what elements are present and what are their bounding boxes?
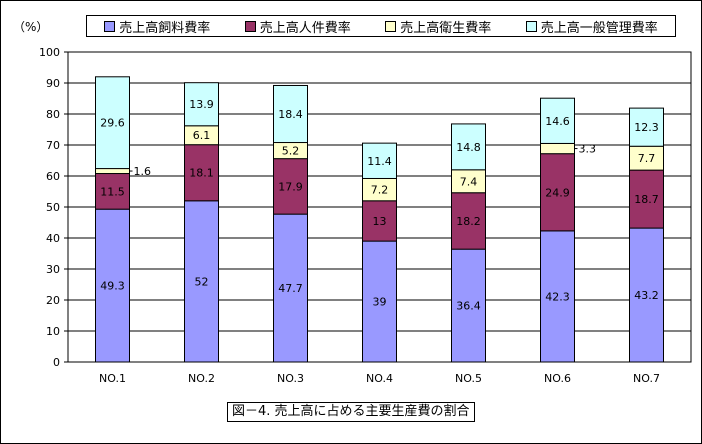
y-tick-label-2: 20 xyxy=(46,294,60,307)
data-label-NO.2-0: 52 xyxy=(195,275,209,288)
legend-swatch-feed xyxy=(104,20,116,32)
legend-item-admin: 売上高一般管理費率 xyxy=(525,17,658,36)
bar-NO.3-series-0 xyxy=(273,213,308,363)
legend-swatch-hygiene xyxy=(385,20,397,32)
y-tick-label-6: 60 xyxy=(46,170,60,183)
bar-NO.6-series-2 xyxy=(540,142,575,155)
legend-item-feed: 売上高飼料費率 xyxy=(104,17,210,36)
y-tick-label-5: 50 xyxy=(46,201,60,214)
data-label-NO.1-1: 11.5 xyxy=(100,185,125,198)
legend-swatch-labor xyxy=(244,20,256,32)
bar-NO.2-series-3 xyxy=(184,82,219,127)
data-label-NO.7-0: 43.2 xyxy=(634,289,659,302)
data-label-NO.1-2: 1.6 xyxy=(134,165,152,178)
bar-NO.7-series-3 xyxy=(629,107,664,147)
legend-label-admin: 売上高一般管理費率 xyxy=(540,20,658,36)
data-label-NO.4-0: 39 xyxy=(373,296,387,309)
data-label-NO.7-1: 18.7 xyxy=(634,193,659,206)
y-tick-label-3: 30 xyxy=(46,263,60,276)
data-label-NO.2-3: 13.9 xyxy=(189,98,214,111)
x-tick-label-0: NO.1 xyxy=(99,372,126,385)
bar-NO.1-series-2 xyxy=(95,168,130,175)
x-tick-label-4: NO.5 xyxy=(455,372,482,385)
figure-caption: 図－4. 売上高に占める主要生産費の割合 xyxy=(227,402,475,422)
bar-NO.6-series-3 xyxy=(540,97,575,144)
data-label-NO.6-2: 3.3 xyxy=(579,143,597,156)
data-label-NO.1-0: 49.3 xyxy=(100,280,125,293)
data-label-NO.6-0: 42.3 xyxy=(545,290,570,303)
bar-NO.4-series-0 xyxy=(362,240,397,363)
bar-NO.2-series-1 xyxy=(184,144,219,202)
legend-swatch-admin xyxy=(525,20,537,32)
y-tick-label-1: 10 xyxy=(46,325,60,338)
data-label-NO.2-1: 18.1 xyxy=(189,167,214,180)
data-label-NO.4-1: 13 xyxy=(373,215,387,228)
data-label-NO.6-3: 14.6 xyxy=(545,115,570,128)
y-tick-label-9: 90 xyxy=(46,77,60,90)
legend-item-labor: 売上高人件費率 xyxy=(244,17,351,36)
y-tick-label-4: 40 xyxy=(46,232,60,245)
x-tick-label-3: NO.4 xyxy=(366,372,393,385)
data-label-NO.2-2: 6.1 xyxy=(193,129,211,142)
data-label-NO.7-2: 7.7 xyxy=(638,152,656,165)
bar-NO.7-series-1 xyxy=(629,169,664,229)
data-label-NO.1-3: 29.6 xyxy=(100,117,125,130)
data-label-NO.5-0: 36.4 xyxy=(456,300,481,313)
data-label-NO.3-2: 5.2 xyxy=(282,145,300,158)
x-tick-label-1: NO.2 xyxy=(188,372,215,385)
x-tick-label-6: NO.7 xyxy=(633,372,660,385)
data-label-NO.3-3: 18.4 xyxy=(278,108,303,121)
y-tick-label-10: 100 xyxy=(39,46,60,59)
bar-NO.7-series-0 xyxy=(629,227,664,363)
data-label-NO.5-3: 14.8 xyxy=(456,141,481,154)
bar-NO.6-series-1 xyxy=(540,153,575,232)
data-label-NO.3-1: 17.9 xyxy=(278,180,303,193)
legend-item-hygiene: 売上高衛生費率 xyxy=(385,17,491,36)
data-label-NO.7-3: 12.3 xyxy=(634,121,659,134)
data-label-NO.5-1: 18.2 xyxy=(456,215,481,228)
bar-NO.3-series-1 xyxy=(273,158,308,215)
data-label-NO.4-2: 7.2 xyxy=(371,184,389,197)
legend-label-hygiene: 売上高衛生費率 xyxy=(400,20,492,36)
x-tick-label-5: NO.6 xyxy=(544,372,571,385)
bar-NO.1-series-3 xyxy=(95,76,130,170)
bar-NO.5-series-1 xyxy=(451,192,486,250)
y-unit-label: （%） xyxy=(13,20,49,34)
x-tick-label-2: NO.3 xyxy=(277,372,304,385)
bar-NO.5-series-0 xyxy=(451,248,486,363)
y-tick-label-8: 80 xyxy=(46,108,60,121)
bar-NO.3-series-3 xyxy=(273,84,308,144)
bar-NO.4-series-3 xyxy=(362,142,397,179)
y-tick-label-7: 70 xyxy=(46,139,60,152)
data-label-NO.3-0: 47.7 xyxy=(278,282,303,295)
data-label-NO.4-3: 11.4 xyxy=(367,155,392,168)
legend: 売上高飼料費率 売上高人件費率 売上高衛生費率 売上高一般管理費率 xyxy=(86,15,676,37)
data-label-NO.5-2: 7.4 xyxy=(460,175,478,188)
bar-NO.5-series-3 xyxy=(451,123,486,171)
data-label-NO.6-1: 24.9 xyxy=(545,186,570,199)
y-tick-label-0: 0 xyxy=(53,356,60,369)
bar-NO.2-series-0 xyxy=(184,200,219,363)
legend-label-labor: 売上高人件費率 xyxy=(259,20,351,36)
legend-label-feed: 売上高飼料費率 xyxy=(119,20,211,36)
